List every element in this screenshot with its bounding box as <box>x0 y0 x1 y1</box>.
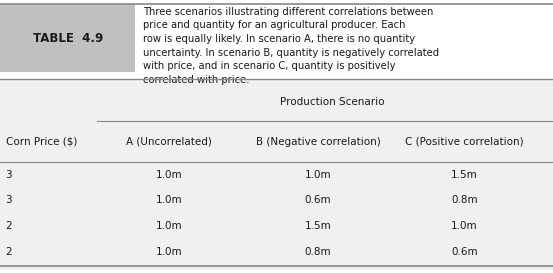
Text: 2: 2 <box>6 247 12 257</box>
Text: 1.5m: 1.5m <box>451 170 478 180</box>
Bar <box>0 4 135 72</box>
Text: B (Negative correlation): B (Negative correlation) <box>255 137 380 147</box>
Text: 3: 3 <box>6 170 12 180</box>
Text: 1.0m: 1.0m <box>451 221 478 231</box>
Text: 2: 2 <box>6 221 12 231</box>
Text: 1.0m: 1.0m <box>155 247 182 257</box>
Text: 1.5m: 1.5m <box>305 221 331 231</box>
Text: 1.0m: 1.0m <box>155 221 182 231</box>
Text: 1.0m: 1.0m <box>305 170 331 180</box>
Text: 0.8m: 0.8m <box>305 247 331 257</box>
Text: C (Positive correlation): C (Positive correlation) <box>405 137 524 147</box>
Text: Three scenarios illustrating different correlations between
price and quantity f: Three scenarios illustrating different c… <box>143 7 439 85</box>
Text: 3: 3 <box>6 195 12 206</box>
Text: 1.0m: 1.0m <box>155 170 182 180</box>
Text: TABLE  4.9: TABLE 4.9 <box>33 32 103 45</box>
Text: Corn Price ($): Corn Price ($) <box>6 137 77 147</box>
Text: 0.6m: 0.6m <box>305 195 331 206</box>
Text: 1.0m: 1.0m <box>155 195 182 206</box>
Text: Production Scenario: Production Scenario <box>280 97 384 107</box>
Bar <box>0 79 553 270</box>
Text: 0.6m: 0.6m <box>451 247 478 257</box>
Text: 0.8m: 0.8m <box>451 195 478 206</box>
Text: A (Uncorrelated): A (Uncorrelated) <box>126 137 212 147</box>
